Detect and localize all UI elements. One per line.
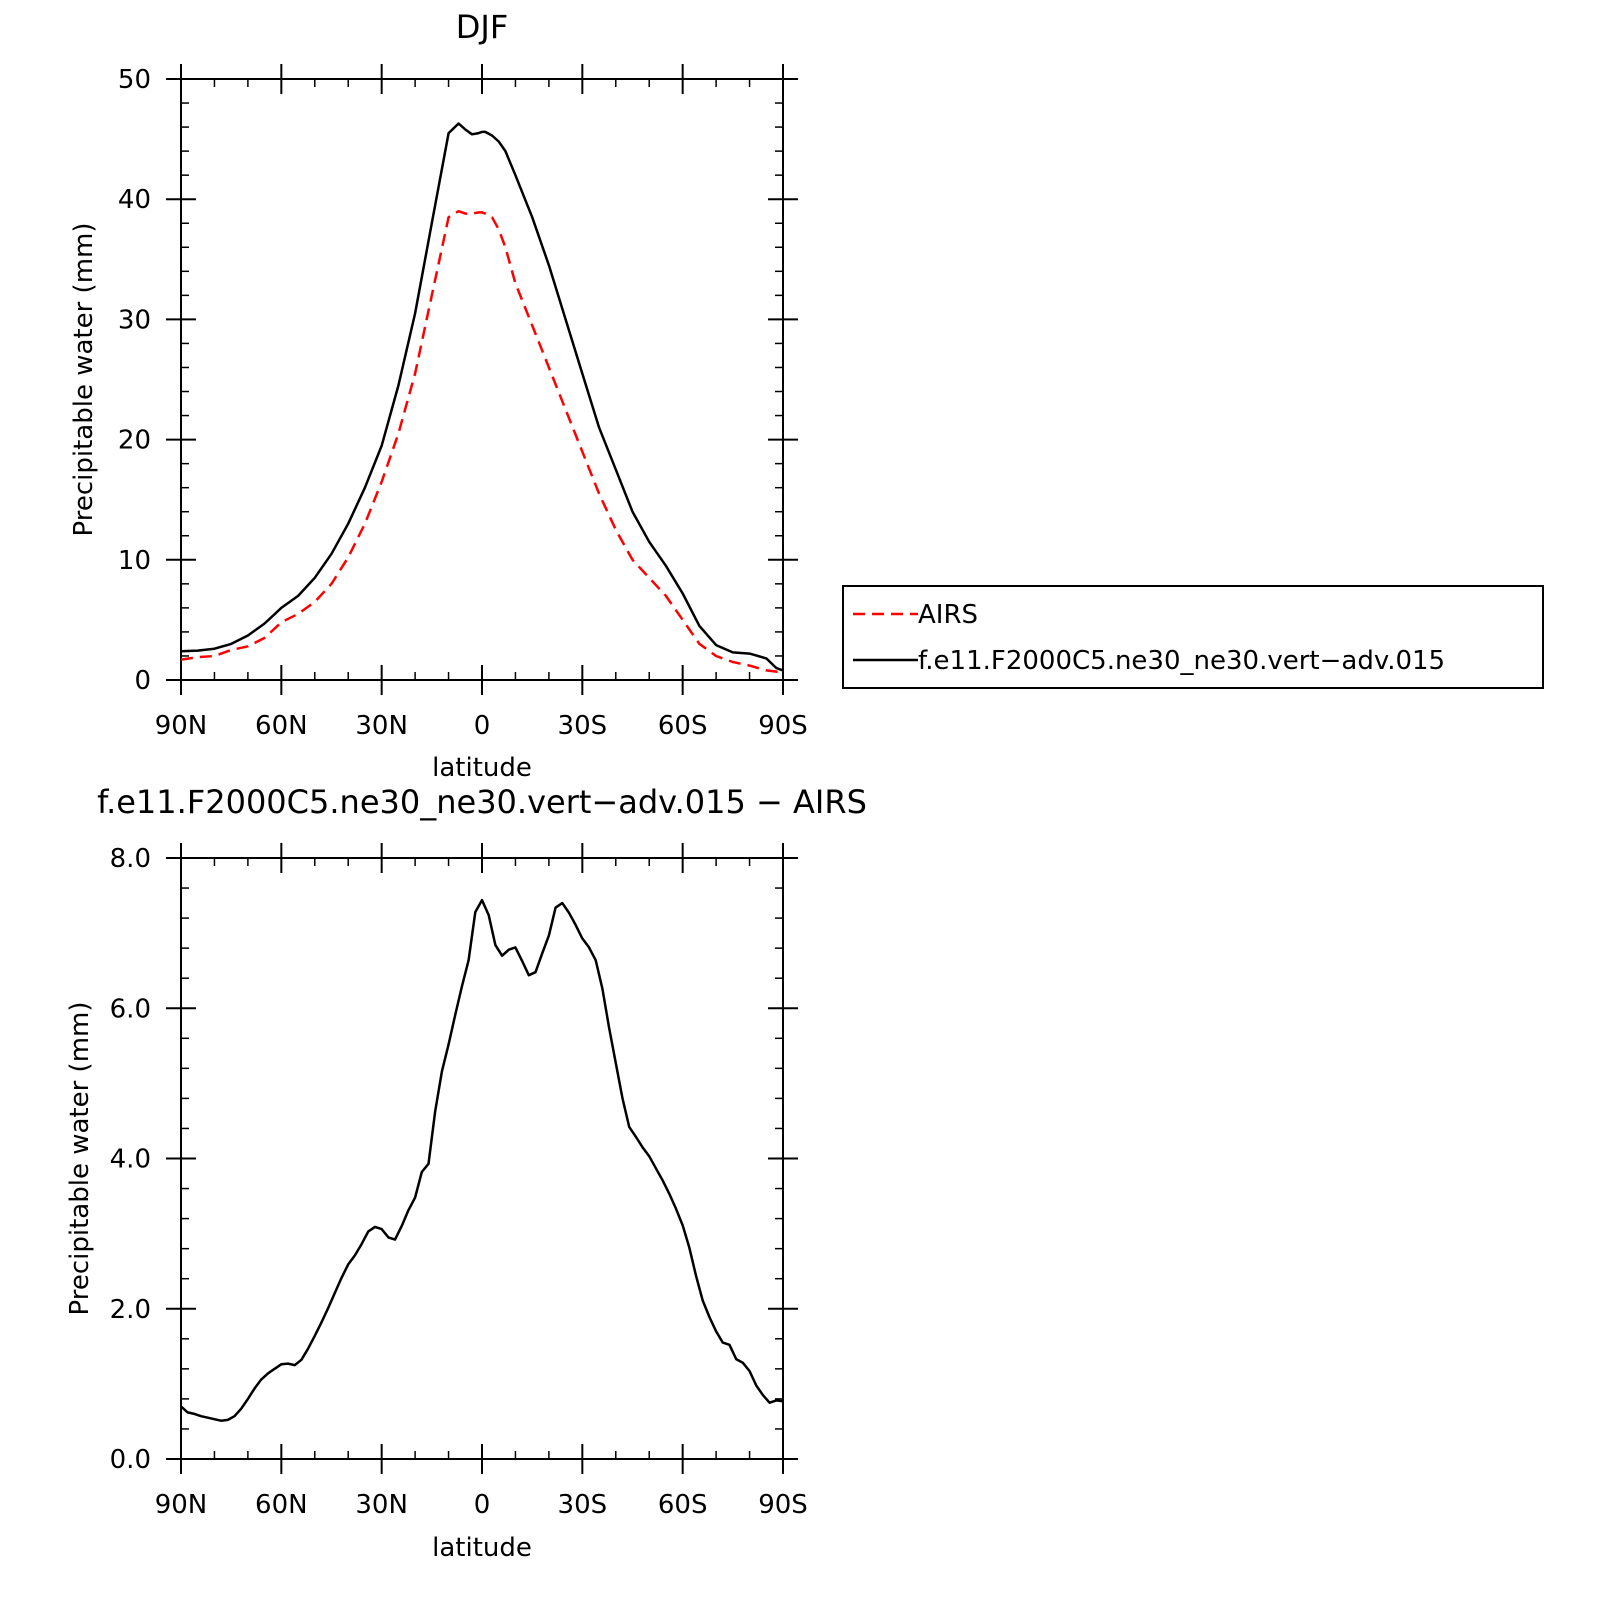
x-tick-label: 30N [355, 711, 408, 741]
bottom-chart-panel: f.e11.F2000C5.ne30_ne30.vert−adv.015 − A… [65, 783, 867, 1563]
y-tick-label: 30 [118, 305, 151, 335]
x-tick-label: 60S [658, 1490, 708, 1520]
bottom-chart-title: f.e11.F2000C5.ne30_ne30.vert−adv.015 − A… [97, 783, 867, 821]
bottom-chart-y-tick-labels: 0.0 2.0 4.0 6.0 8.0 [110, 844, 151, 1475]
top-chart-x-axis-label: latitude [432, 753, 532, 783]
x-tick-label: 60N [255, 1490, 308, 1520]
legend-box [842, 585, 1544, 689]
top-chart-title: DJF [456, 8, 508, 46]
x-tick-label: 90N [155, 711, 208, 741]
top-chart-y-tick-labels: 0 10 20 30 40 50 [118, 65, 151, 696]
top-chart-legend: AIRS f.e11.F2000C5.ne30_ne30.vert−adv.01… [842, 585, 1544, 689]
bottom-chart-ticks [166, 843, 798, 1474]
top-chart-x-tick-labels: 90N 60N 30N 0 30S 60S 90S [155, 711, 808, 741]
bottom-chart-y-axis-label: Precipitable water (mm) [65, 1002, 95, 1316]
top-chart-series [180, 122, 784, 675]
x-tick-label: 0 [474, 711, 491, 741]
y-tick-label: 40 [118, 185, 151, 215]
x-tick-label: 0 [474, 1490, 491, 1520]
bottom-chart-x-tick-labels: 90N 60N 30N 0 30S 60S 90S [155, 1490, 808, 1520]
y-tick-label: 8.0 [110, 844, 151, 874]
y-tick-label: 0.0 [110, 1445, 151, 1475]
series-line-model [180, 898, 784, 1422]
y-tick-label: 4.0 [110, 1145, 151, 1175]
bottom-chart-frame [180, 857, 784, 1460]
x-tick-label: 30S [558, 1490, 608, 1520]
x-tick-label: 60N [255, 711, 308, 741]
y-tick-label: 2.0 [110, 1295, 151, 1325]
x-tick-label: 30S [558, 711, 608, 741]
top-chart-ticks [166, 64, 798, 695]
y-tick-label: 6.0 [110, 994, 151, 1024]
top-chart-frame [180, 78, 784, 681]
series-line-model [180, 122, 784, 672]
y-tick-label: 10 [118, 546, 151, 576]
top-chart-y-axis-label: Precipitable water (mm) [69, 223, 99, 537]
y-tick-label: 0 [134, 666, 151, 696]
y-tick-label: 20 [118, 426, 151, 456]
bottom-chart-series [180, 898, 784, 1422]
legend-label-model: f.e11.F2000C5.ne30_ne30.vert−adv.015 [918, 646, 1445, 676]
legend-label-airs: AIRS [918, 600, 978, 630]
x-tick-label: 30N [355, 1490, 408, 1520]
y-tick-label: 50 [118, 65, 151, 95]
x-tick-label: 90S [758, 711, 808, 741]
series-line-airs [180, 209, 784, 675]
x-tick-label: 60S [658, 711, 708, 741]
x-tick-label: 90N [155, 1490, 208, 1520]
x-tick-label: 90S [758, 1490, 808, 1520]
top-chart-panel: DJF 0 10 20 30 40 50 90N 60N 30N 0 30S 60S 90S lati… [69, 8, 1544, 783]
bottom-chart-x-axis-label: latitude [432, 1533, 532, 1563]
